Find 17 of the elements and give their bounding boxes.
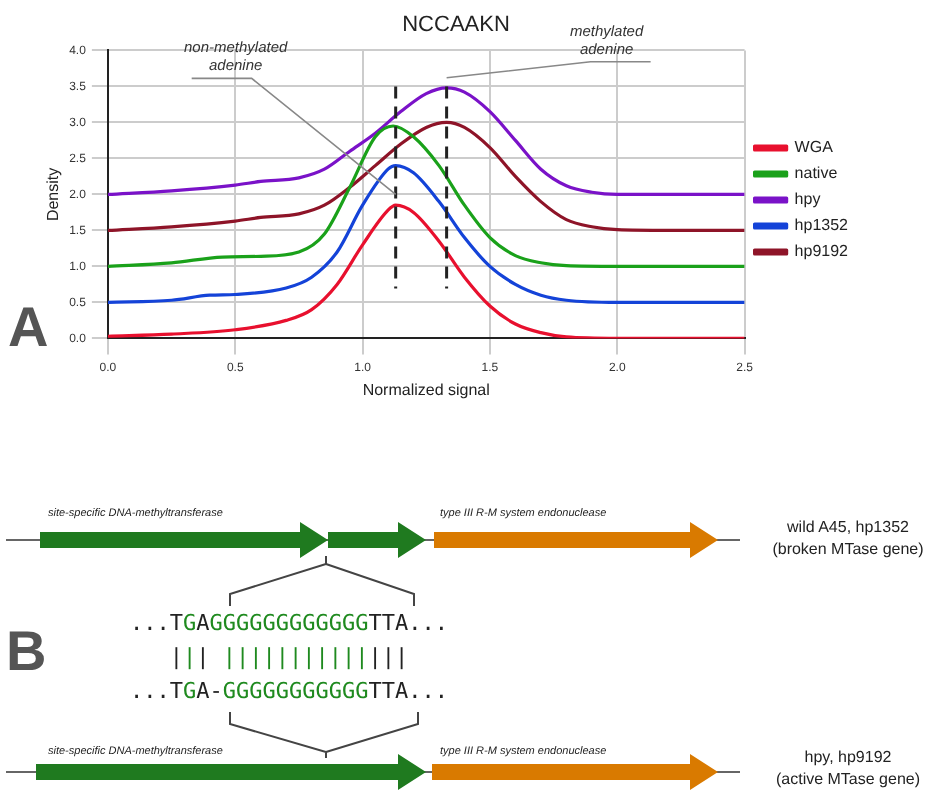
legend-label: hp1352 [794,216,850,235]
text: ...TGA-GGGGGGGGGGGTTA... [130,678,448,704]
text: B [6,620,47,684]
text: (broken MTase gene) [770,540,926,558]
legend-label: WGA [794,138,835,157]
x-axis-title: Normalized signal [362,380,491,399]
text: wild A45, hp1352 [785,518,911,536]
legend-label: native [794,164,839,183]
legend-label: hp9192 [794,242,850,261]
text: hpy, hp9192 [802,748,894,766]
legend-label: hpy [794,190,821,209]
text: ...TGAGGGGGGGGGGGGTTA... [130,610,448,636]
text: (active MTase gene) [773,770,923,788]
text: ||| |||||||||||||| [169,644,409,670]
y-axis-title: Density [44,167,63,222]
text: A [8,296,49,360]
chart-title: NCCAAKN [402,13,510,38]
